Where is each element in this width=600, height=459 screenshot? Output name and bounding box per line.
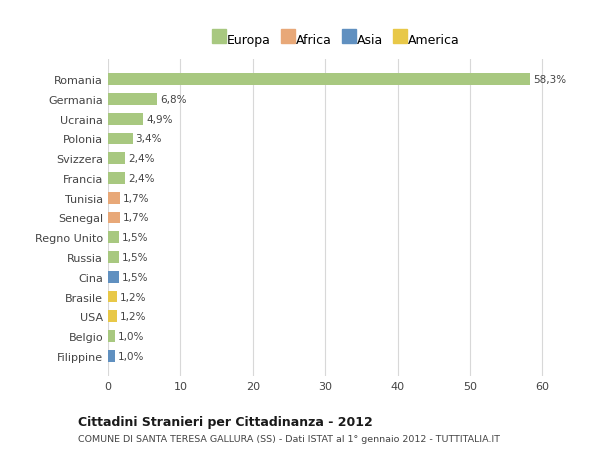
Bar — [108, 74, 530, 86]
Text: 2,4%: 2,4% — [128, 174, 155, 184]
Bar — [108, 252, 119, 263]
Bar — [108, 291, 116, 303]
Bar — [108, 271, 119, 283]
Bar — [108, 94, 157, 106]
Bar — [108, 311, 116, 323]
Text: Cittadini Stranieri per Cittadinanza - 2012: Cittadini Stranieri per Cittadinanza - 2… — [78, 415, 373, 428]
Text: 1,7%: 1,7% — [123, 193, 150, 203]
Text: COMUNE DI SANTA TERESA GALLURA (SS) - Dati ISTAT al 1° gennaio 2012 - TUTTITALIA: COMUNE DI SANTA TERESA GALLURA (SS) - Da… — [78, 434, 500, 443]
Text: 2,4%: 2,4% — [128, 154, 155, 164]
Bar — [108, 113, 143, 125]
Text: 3,4%: 3,4% — [136, 134, 162, 144]
Bar — [108, 153, 125, 165]
Bar — [108, 192, 121, 204]
Text: 1,2%: 1,2% — [119, 312, 146, 322]
Bar — [108, 330, 115, 342]
Text: 58,3%: 58,3% — [533, 75, 566, 85]
Text: 1,5%: 1,5% — [122, 252, 148, 263]
Bar — [108, 133, 133, 145]
Bar — [108, 173, 125, 185]
Text: 1,2%: 1,2% — [119, 292, 146, 302]
Bar — [108, 212, 121, 224]
Text: 4,9%: 4,9% — [146, 114, 173, 124]
Text: 1,5%: 1,5% — [122, 233, 148, 243]
Legend: Europa, Africa, Asia, America: Europa, Africa, Asia, America — [209, 31, 463, 49]
Bar — [108, 232, 119, 244]
Text: 1,0%: 1,0% — [118, 331, 145, 341]
Text: 1,0%: 1,0% — [118, 351, 145, 361]
Text: 1,5%: 1,5% — [122, 272, 148, 282]
Bar — [108, 350, 115, 362]
Text: 1,7%: 1,7% — [123, 213, 150, 223]
Text: 6,8%: 6,8% — [160, 95, 187, 105]
